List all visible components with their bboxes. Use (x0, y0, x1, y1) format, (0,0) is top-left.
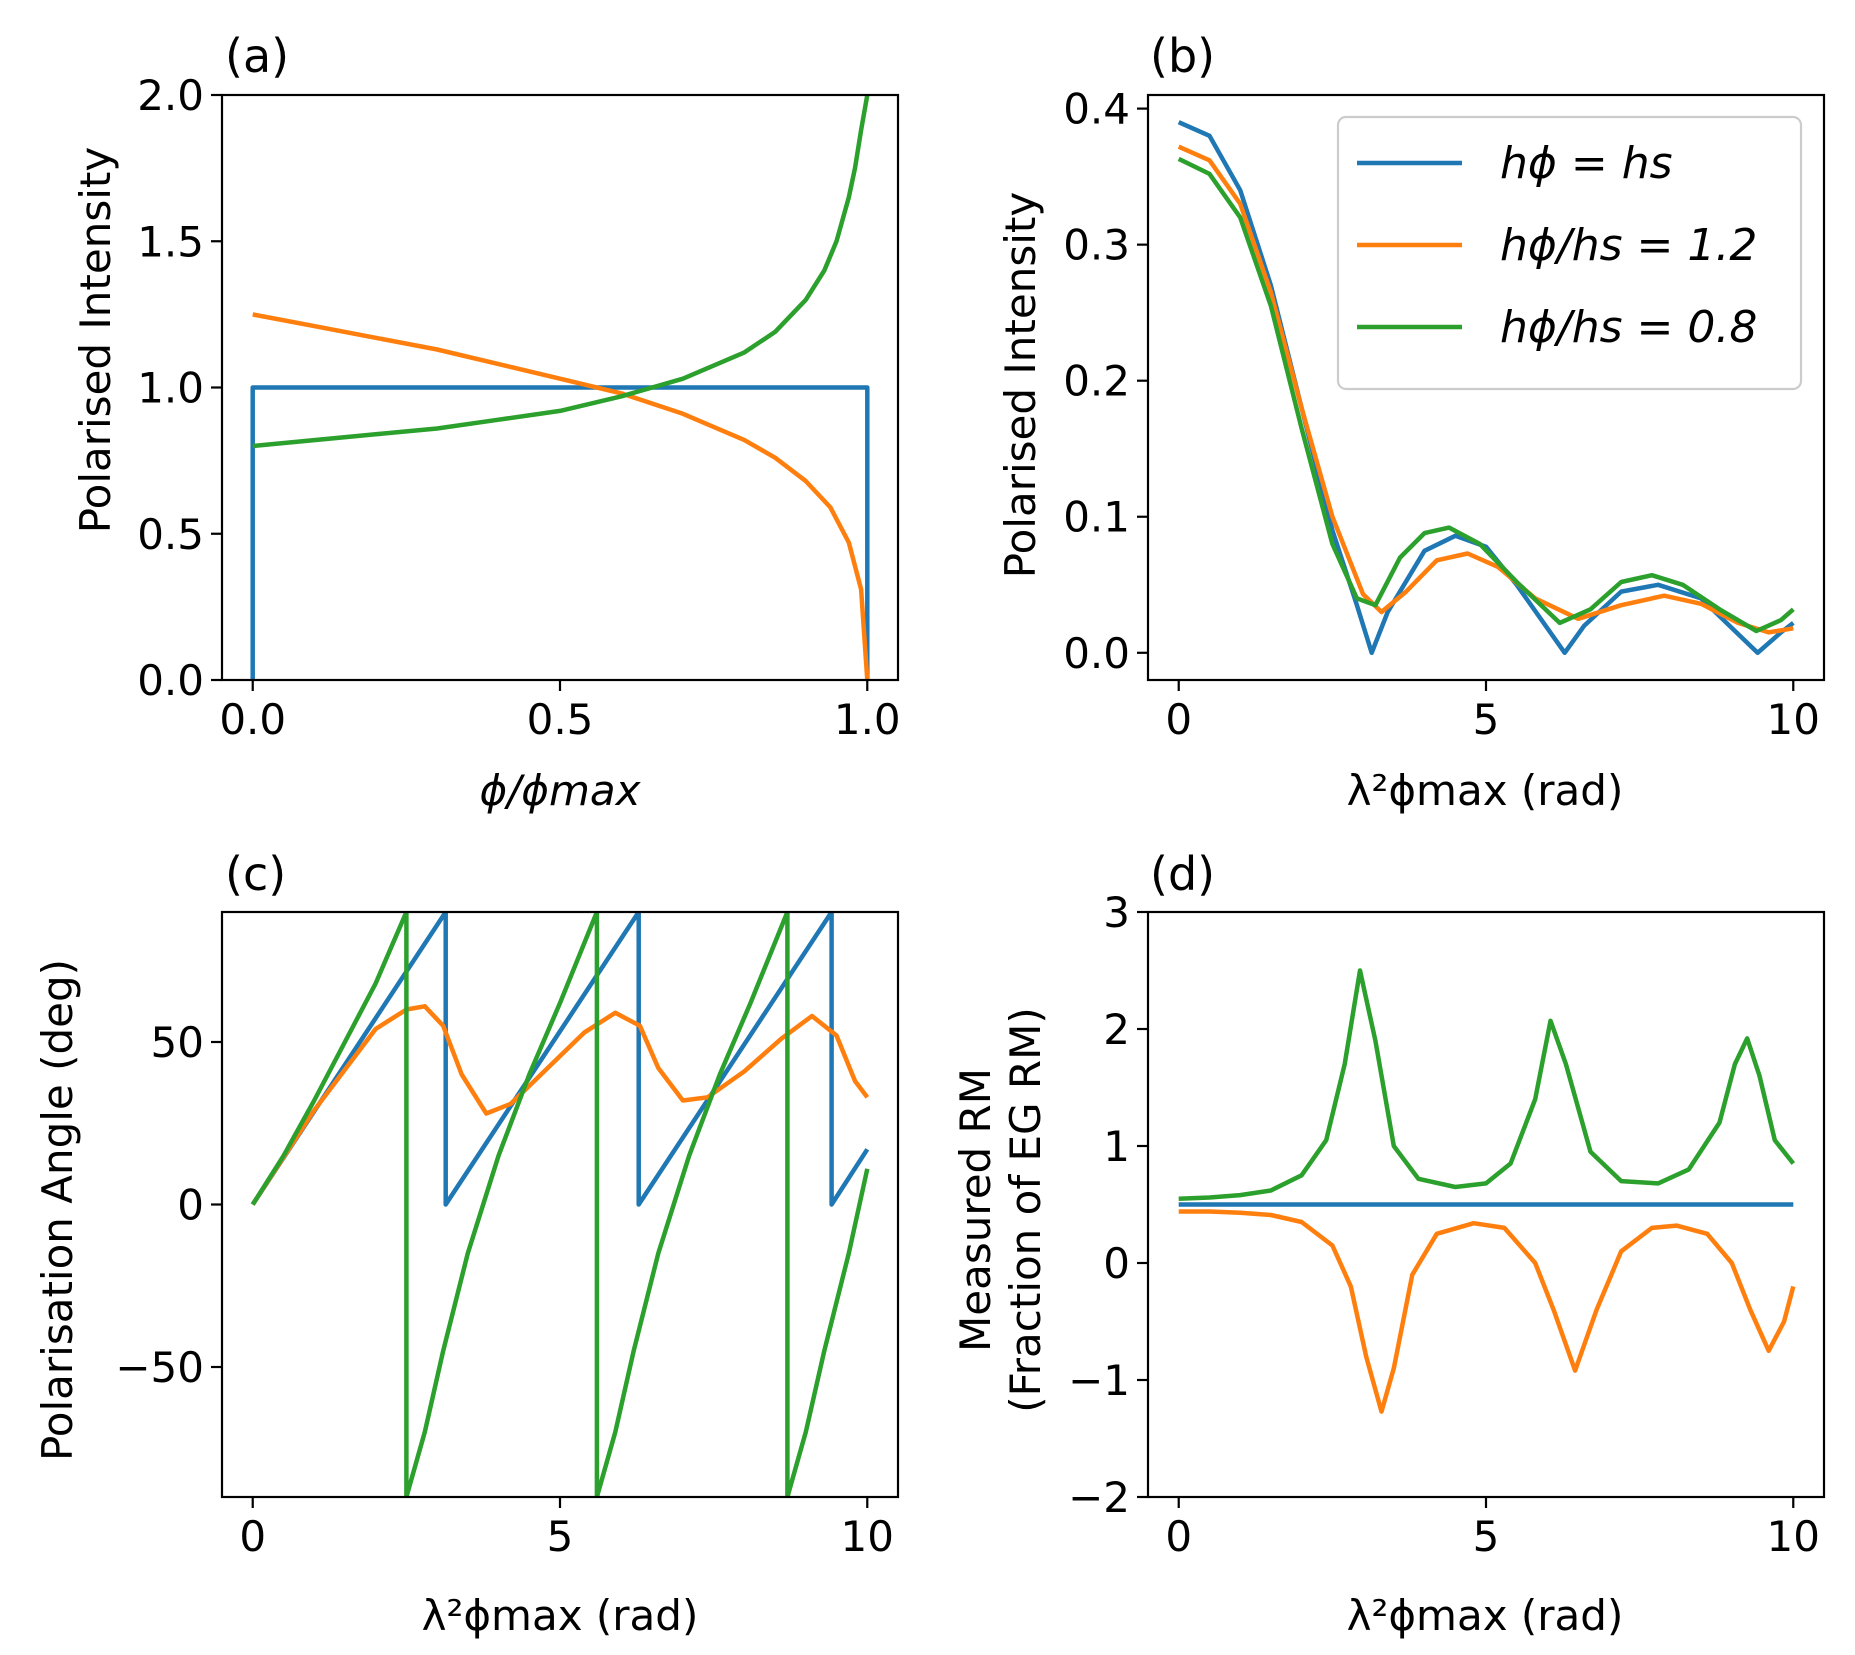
legend: hϕ = hs hϕ/hs = 1.2 hϕ/hs = 0.8 (1336, 115, 1803, 391)
panel-d-ytick-label: −2 (1068, 1473, 1130, 1522)
panel-c-ytick-label: 50 (151, 1018, 204, 1067)
panel-b-ytick-label: 0.1 (1063, 493, 1130, 542)
panel-d-series-2 (1178, 968, 1796, 1201)
panel-a-xtick-label: 0.0 (219, 695, 286, 744)
panel-c-xlabel: λ²ϕmax (rad) (422, 1591, 699, 1640)
panel-c-xtick-label: 5 (547, 1512, 574, 1561)
panel-d-plot: 0 5 10 −2 −1 0 1 2 3 (1068, 888, 1826, 1561)
panel-b-ytick-label: 0.2 (1063, 357, 1130, 406)
panel-b: (b) 0 5 10 0.0 0.1 0.2 0.3 0.4 Polarised Intens… (996, 29, 1826, 815)
panel-c-plot: 0 5 10 −50 0 50 (115, 910, 900, 1561)
panel-a-ytick-label: 2.0 (137, 71, 204, 120)
legend-entry-3: hϕ/hs = 0.8 (1500, 302, 1757, 353)
panel-a-series-3 (252, 95, 870, 449)
panel-b-plot: 0 5 10 0.0 0.1 0.2 0.3 0.4 (1063, 85, 1826, 744)
legend-box (1336, 115, 1803, 391)
panel-b-ytick-label: 0.3 (1063, 221, 1130, 270)
panel-d-series (1178, 968, 1796, 1414)
panel-b-xtick-label: 5 (1473, 695, 1500, 744)
panel-a-ytick-label: 0.5 (137, 510, 204, 559)
panel-a-ytick-label: 1.0 (137, 364, 204, 413)
panel-b-ylabel: Polarised Intensity (996, 192, 1045, 578)
panel-a-series-1 (250, 385, 870, 680)
panel-b-xtick-label: 10 (1767, 695, 1820, 744)
panel-b-series-3 (1177, 156, 1795, 634)
panel-c-label: (c) (225, 847, 286, 901)
panel-b-ytick-label: 0.4 (1063, 85, 1130, 134)
panel-d-ylabel-2: (Fraction of EG RM) (1001, 1007, 1050, 1412)
panel-b-xtick-label: 0 (1165, 695, 1192, 744)
panel-b-series (1177, 120, 1795, 656)
panel-a-ytick-label: 1.5 (137, 217, 204, 266)
panel-a-xtick-label: 0.5 (527, 695, 594, 744)
panel-b-ytick-label: 0.0 (1063, 629, 1130, 678)
panel-d-ylabel: Measured RM (951, 1068, 1000, 1352)
panel-d-xlabel: λ²ϕmax (rad) (1347, 1591, 1624, 1640)
panel-a-ytick-label: 0.0 (137, 656, 204, 705)
panel-d-label: (d) (1150, 847, 1215, 901)
panel-a: (a) 0.0 0.5 1.0 0.0 0.5 1.0 1.5 2.0 Polarised I… (71, 29, 901, 815)
panel-a-series (250, 95, 870, 680)
panel-b-xlabel: λ²ϕmax (rad) (1347, 766, 1624, 815)
panel-c-ytick-label: −50 (115, 1343, 204, 1392)
panel-d-xtick-label: 5 (1473, 1512, 1500, 1561)
panel-a-xlabel: ϕ/ϕmax (479, 766, 641, 815)
panel-d-ytick-label: 1 (1103, 1122, 1130, 1171)
panel-c-series-1 (250, 912, 870, 1207)
panel-d-ytick-label: −1 (1068, 1356, 1130, 1405)
panel-b-series-2 (1177, 144, 1794, 635)
panel-d-series-3 (1178, 1209, 1796, 1414)
panel-c-series-2 (250, 1004, 870, 1206)
panel-c-ytick-label: 0 (177, 1181, 204, 1230)
panel-d-ytick-label: 3 (1103, 888, 1130, 937)
panel-d-ytick-label: 2 (1103, 1005, 1130, 1054)
panel-d-xtick-label: 10 (1767, 1512, 1820, 1561)
panel-a-xtick-label: 1.0 (834, 695, 901, 744)
panel-d-ytick-label: 0 (1103, 1239, 1130, 1288)
panel-a-ylabel: Polarised Intensity (71, 147, 120, 533)
panel-c-series-3 (250, 912, 870, 1497)
panel-d-xtick-label: 0 (1165, 1512, 1192, 1561)
panel-c-xtick-label: 10 (841, 1512, 894, 1561)
panel-a-series-2 (252, 312, 870, 680)
panel-c-xtick-label: 0 (239, 1512, 266, 1561)
legend-entry-2: hϕ/hs = 1.2 (1500, 220, 1757, 271)
panel-a-label: (a) (225, 29, 289, 83)
legend-entry-1: hϕ = hs (1500, 138, 1673, 189)
panel-b-label: (b) (1150, 29, 1215, 83)
panel-c-series (250, 912, 870, 1497)
panel-d: (d) 0 5 10 −2 −1 0 1 2 3 Measured RM (Fraction o… (951, 847, 1826, 1640)
panel-a-plot: 0.0 0.5 1.0 0.0 0.5 1.0 1.5 2.0 (137, 71, 900, 744)
panel-c-ylabel: Polarisation Angle (deg) (33, 959, 82, 1461)
